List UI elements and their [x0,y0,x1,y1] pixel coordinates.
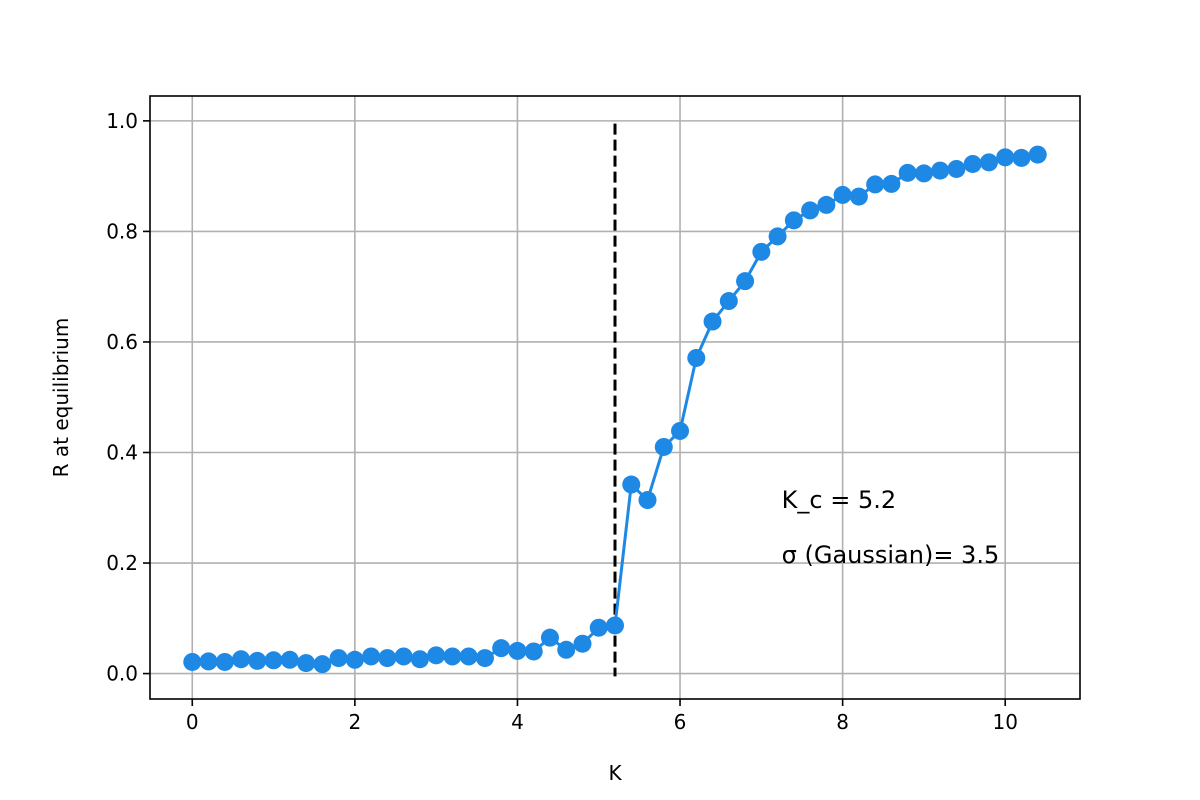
data-point [280,650,299,669]
y-tick-label: 0.6 [106,330,138,354]
data-point [654,437,673,456]
data-point [378,649,397,668]
data-point [1012,148,1031,167]
data-point [996,148,1015,167]
x-tick-label: 0 [186,710,199,734]
data-point [199,652,218,671]
data-point [606,616,624,635]
y-tick-label: 0.4 [106,440,138,464]
data-point [979,153,998,172]
data-point [248,651,267,670]
data-point [849,187,868,206]
data-point [638,491,657,510]
data-point [947,159,966,178]
data-point [297,654,316,673]
data-point [801,201,820,220]
data-point [882,174,901,193]
y-tick-label: 1.0 [106,109,138,133]
data-point [557,640,576,659]
data-point [443,647,462,666]
data-point [622,475,641,494]
data-point [183,652,202,671]
x-tick-label: 4 [511,710,524,734]
x-tick-label: 2 [348,710,361,734]
data-point [427,646,446,665]
data-point [768,227,787,246]
data-point [963,154,982,173]
data-point [540,628,559,647]
series-group [183,145,1047,674]
data-point [492,639,511,658]
data-point [589,618,608,637]
data-point [1028,145,1047,164]
data-point [475,649,494,668]
plot-frame [149,95,1081,700]
y-tick-label: 0.0 [106,662,138,686]
data-point [931,161,950,180]
data-point [329,649,348,668]
data-point [898,163,917,182]
data-point [313,655,332,674]
data-point [573,634,592,653]
data-point [264,651,283,670]
data-point [410,650,429,669]
data-point [833,185,852,204]
data-point [784,211,803,230]
y-axis-title: R at equilibrium [49,318,73,478]
annotation-sigma: σ (Gaussian)= 3.5 [782,541,1000,569]
data-point [394,647,413,666]
x-tick-label: 6 [674,710,687,734]
data-point [524,642,543,661]
y-tick-label: 0.2 [106,551,138,575]
data-point [215,652,234,671]
data-point [687,348,706,367]
x-tick-label: 8 [836,710,849,734]
annotation-kc: K_c = 5.2 [782,486,896,514]
data-point [345,650,364,669]
data-point [671,421,690,440]
data-point [362,647,381,666]
data-point [459,647,478,666]
x-axis-title: K [608,761,622,785]
data-point [817,195,836,214]
data-point [914,164,933,183]
y-tick-label: 0.8 [106,219,138,243]
data-point [736,272,755,291]
data-point [719,292,738,311]
data-point [703,312,722,331]
data-point [866,175,885,194]
data-point [232,650,251,669]
data-point [752,242,771,261]
ticks: 0 2 4 6 8 10 0.0 0.2 0.4 0.6 0.8 1.0 [106,109,1018,734]
x-tick-label: 10 [992,710,1017,734]
data-point [508,641,527,660]
